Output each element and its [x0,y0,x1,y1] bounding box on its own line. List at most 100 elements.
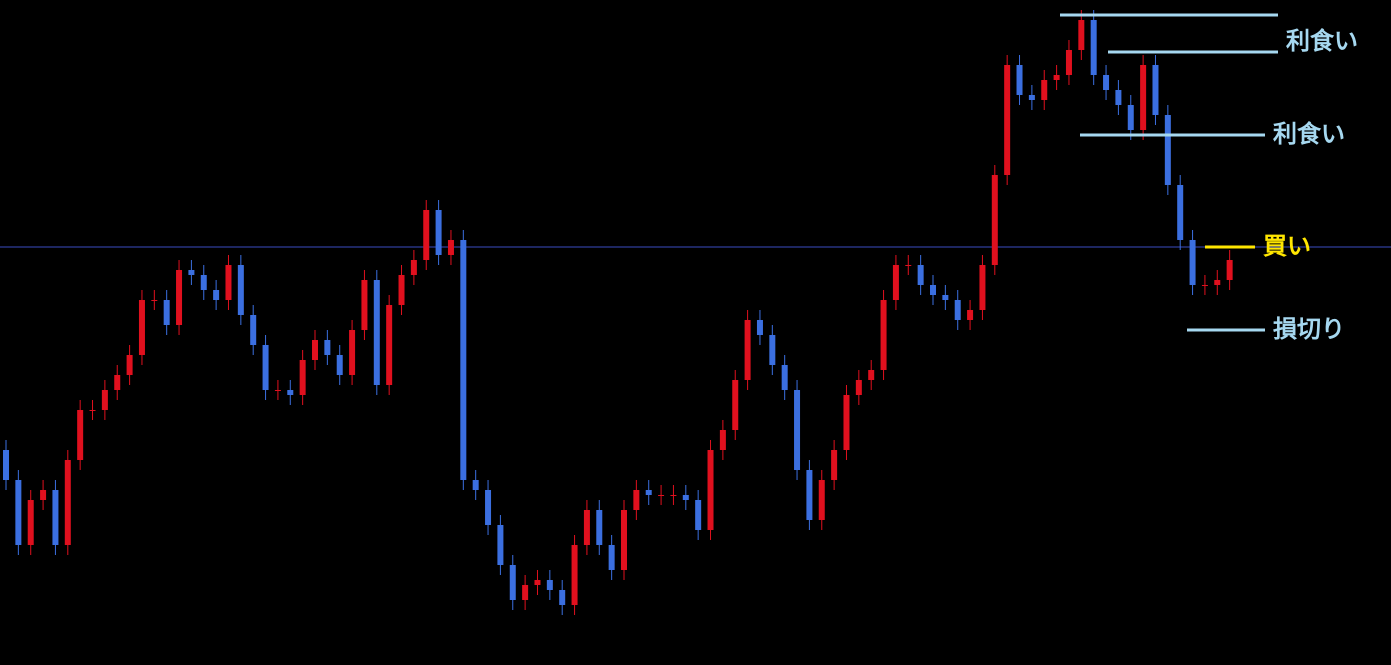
candle-body [1090,20,1097,75]
candle-body [546,580,553,590]
candle-body [707,450,714,530]
candle-body [497,525,504,565]
candle-body [1016,65,1023,95]
candle-body [1053,75,1060,80]
candle-body [336,355,343,375]
candle-body [77,410,84,460]
candle-body [596,510,603,545]
candle-body [843,395,850,450]
candle-body [410,260,417,275]
candle-body [1214,280,1221,285]
candle-body [250,315,257,345]
candle-body [954,300,961,320]
candle-body [1078,20,1085,50]
candle-body [324,340,331,355]
candle-body [608,545,615,570]
candle-body [1028,95,1035,100]
candle-body [126,355,133,375]
candle-body [621,510,627,570]
candle-body [1127,105,1134,130]
candle-body [101,390,108,410]
candle-body [472,480,479,490]
candle-body [64,460,71,545]
candle-body [423,210,430,260]
candle-body [806,470,813,520]
candle-body [917,265,924,285]
candle-body [485,490,492,525]
candle-body [781,365,788,390]
candle-body [299,360,306,395]
level-label: 利食い [1273,120,1345,148]
candle-body [89,410,96,411]
candle-body [1004,65,1011,175]
candle-body [1177,185,1184,240]
candle-body [633,490,640,510]
candle-body [163,300,170,325]
candle-body [744,320,751,380]
candle-body [868,370,875,380]
level-label: 買い [1263,232,1311,260]
candle-body [732,380,739,430]
candle-body [967,310,974,320]
candle-body [460,240,467,480]
candle-body [645,490,652,495]
candle-body [1140,65,1147,130]
candle-body [756,320,763,335]
candle-body [52,490,59,545]
candle-body [213,290,220,300]
candle-body [138,300,145,355]
candle-body [386,305,393,385]
candle-body [534,580,541,585]
candle-body [349,330,356,375]
candle-body [114,375,121,390]
candle-body [40,490,47,500]
candle-body [1041,80,1048,100]
candle-body [274,390,281,391]
candle-body [880,300,887,370]
candle-body [151,300,158,301]
candle-body [262,345,269,390]
candle-body [559,590,566,605]
candle-body [509,565,516,600]
candle-body [794,390,801,470]
candle-body [682,495,689,500]
candle-body [1103,75,1110,90]
candle-body [855,380,862,395]
candle-body [769,335,776,365]
candle-body [361,280,368,330]
candle-body [1189,240,1196,285]
candle-body [1164,115,1171,185]
candle-body [1152,65,1159,115]
candle-body [930,285,936,295]
candle-body [670,495,677,496]
candle-body [312,340,318,360]
candle-body [583,510,590,545]
candle-body [435,210,442,255]
level-label: 利食い [1286,27,1358,55]
candle-body [979,265,986,310]
candle-body [831,450,838,480]
candle-body [398,275,405,305]
candle-body [15,480,22,545]
candle-body [287,390,294,395]
candle-body [818,480,825,520]
candle-body [905,265,912,266]
candle-body [658,495,665,496]
candle-body [188,270,195,275]
candle-body [225,265,232,300]
candle-body [1226,260,1233,280]
candle-body [176,270,183,325]
candle-body [892,265,899,300]
candle-body [1065,50,1072,75]
candle-body [1201,285,1208,286]
candle-body [447,240,454,255]
candle-body [719,430,726,450]
candle-body [237,265,244,315]
candle-body [27,500,34,545]
candle-body [373,280,380,385]
candle-body [571,545,578,605]
candle-body [200,275,207,290]
candle-body [942,295,949,300]
